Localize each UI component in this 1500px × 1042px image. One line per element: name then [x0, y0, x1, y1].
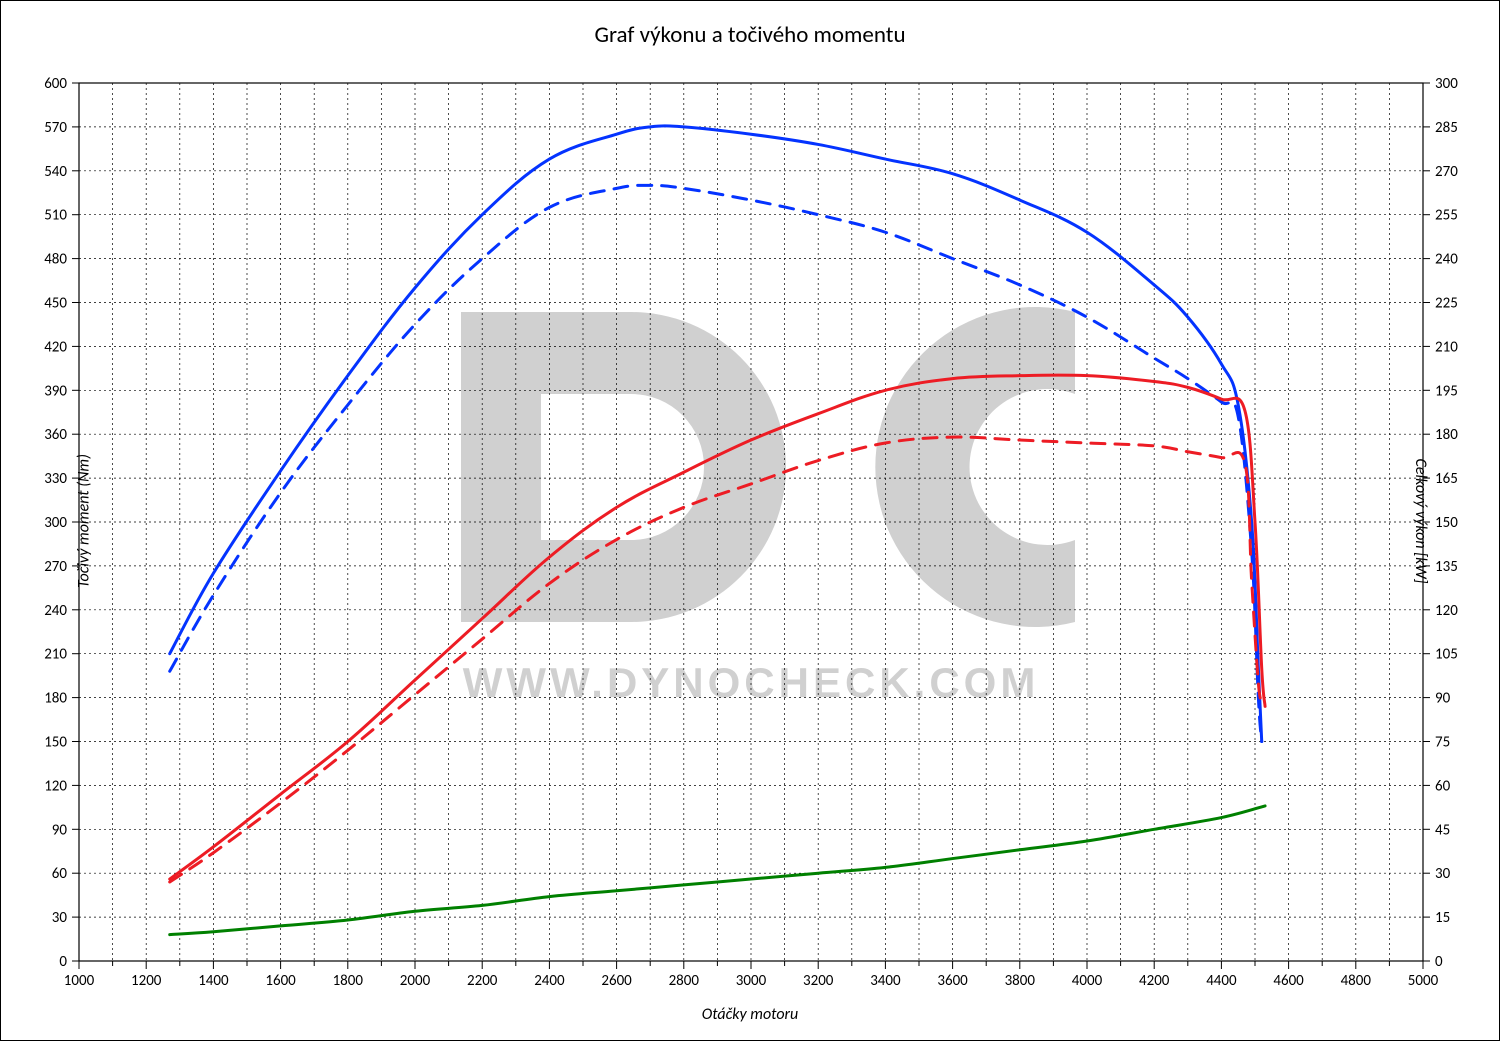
y-left-tick-label: 360 [44, 426, 67, 444]
y-right-tick-label: 150 [1435, 514, 1458, 532]
x-tick-label: 2000 [400, 972, 431, 990]
chart-container: Graf výkonu a točivého momentu Točivý mo… [0, 0, 1500, 1041]
y-left-tick-label: 60 [52, 865, 68, 883]
y-right-tick-label: 180 [1435, 426, 1458, 444]
y-left-tick-label: 240 [44, 602, 67, 620]
y-right-tick-label: 135 [1435, 558, 1458, 576]
x-tick-label: 1200 [131, 972, 162, 990]
y-right-tick-label: 255 [1435, 207, 1458, 225]
y-left-tick-label: 150 [44, 734, 67, 752]
y-right-tick-label: 15 [1435, 909, 1450, 927]
y-right-tick-label: 60 [1435, 777, 1451, 795]
x-tick-label: 1000 [64, 972, 95, 990]
y-left-tick-label: 450 [44, 295, 67, 313]
x-tick-label: 3800 [1005, 972, 1036, 990]
x-tick-label: 1400 [198, 972, 229, 990]
y-left-tick-label: 420 [44, 338, 67, 356]
y-right-tick-label: 195 [1435, 382, 1458, 400]
y-left-tick-label: 600 [44, 75, 67, 93]
y-right-tick-label: 105 [1435, 646, 1458, 664]
x-tick-label: 1600 [265, 972, 296, 990]
x-tick-label: 3000 [736, 972, 767, 990]
y-left-tick-label: 180 [44, 690, 67, 708]
y-right-tick-label: 165 [1435, 470, 1458, 488]
x-tick-label: 2200 [467, 972, 498, 990]
y-right-tick-label: 75 [1435, 734, 1450, 752]
y-right-tick-label: 0 [1435, 953, 1443, 971]
x-tick-label: 2800 [669, 972, 700, 990]
x-tick-label: 2400 [534, 972, 565, 990]
y-left-tick-label: 120 [44, 777, 67, 795]
x-tick-label: 4400 [1206, 972, 1237, 990]
y-left-tick-label: 30 [52, 909, 68, 927]
y-left-tick-label: 300 [44, 514, 67, 532]
y-right-tick-label: 240 [1435, 251, 1458, 269]
x-tick-label: 5000 [1408, 972, 1439, 990]
y-left-tick-label: 540 [44, 163, 67, 181]
y-left-tick-label: 510 [44, 207, 67, 225]
x-tick-label: 1800 [333, 972, 364, 990]
x-tick-label: 2600 [601, 972, 632, 990]
x-tick-label: 4000 [1072, 972, 1103, 990]
y-right-tick-label: 90 [1435, 690, 1451, 708]
y-right-tick-label: 30 [1435, 865, 1451, 883]
x-tick-label: 4200 [1139, 972, 1170, 990]
y-right-tick-label: 210 [1435, 338, 1458, 356]
x-tick-label: 4600 [1273, 972, 1304, 990]
x-tick-label: 3400 [870, 972, 901, 990]
series-loss_power [170, 806, 1265, 935]
y-right-tick-label: 120 [1435, 602, 1458, 620]
y-right-tick-label: 270 [1435, 163, 1458, 181]
y-right-tick-label: 225 [1435, 295, 1458, 313]
y-right-tick-label: 300 [1435, 75, 1458, 93]
y-left-tick-label: 570 [44, 119, 67, 137]
x-tick-label: 3600 [937, 972, 968, 990]
x-tick-label: 3200 [803, 972, 834, 990]
y-left-tick-label: 480 [44, 251, 67, 269]
y-left-tick-label: 330 [44, 470, 67, 488]
y-left-tick-label: 270 [44, 558, 67, 576]
y-right-tick-label: 45 [1435, 821, 1450, 839]
y-right-tick-label: 285 [1435, 119, 1458, 137]
x-tick-label: 4800 [1341, 972, 1372, 990]
chart-svg: WWW.DYNOCHECK.COM10001200140016001800200… [1, 1, 1500, 1042]
y-left-tick-label: 90 [52, 821, 68, 839]
y-left-tick-label: 0 [59, 953, 67, 971]
y-left-tick-label: 210 [44, 646, 67, 664]
y-left-tick-label: 390 [44, 382, 67, 400]
